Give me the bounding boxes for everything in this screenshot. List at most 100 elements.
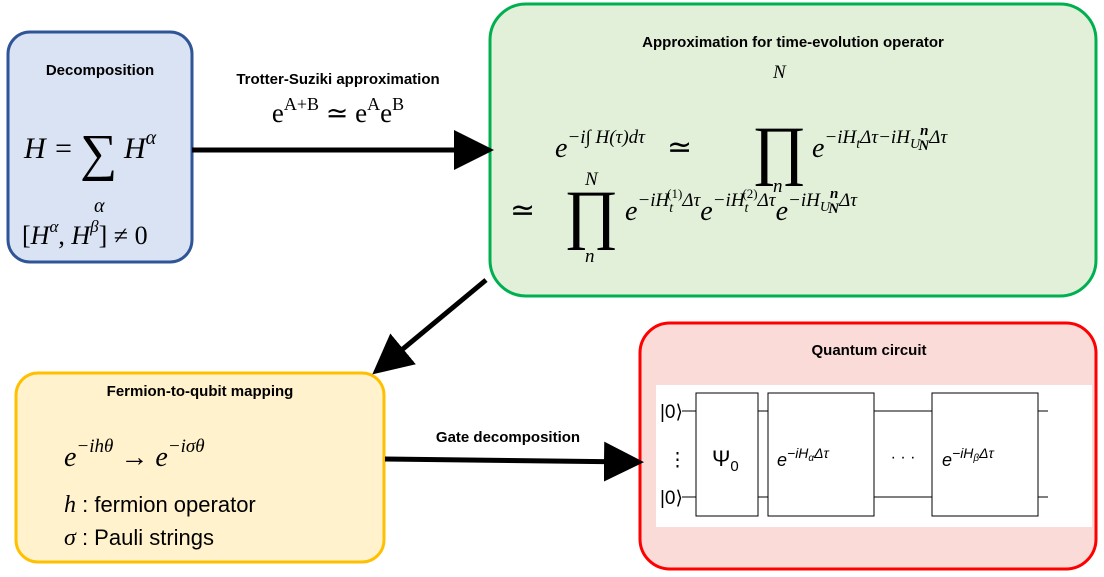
note: h : fermion operator (64, 492, 256, 518)
formula-part: [ (22, 221, 31, 250)
formula: H = (23, 132, 73, 165)
mapping-box (14, 371, 386, 564)
decomposition-box (6, 30, 194, 264)
formula-part: e (64, 442, 76, 473)
gates (695, 392, 1039, 517)
formula-part: → e (113, 442, 167, 473)
formula-part: U (820, 200, 831, 215)
formula-part: −iH (637, 190, 670, 211)
formula: e−iHtΔτ−iHUn NΔτ (812, 123, 948, 164)
arrow (372, 278, 488, 375)
gate-part: β (972, 453, 979, 464)
formula-part: H (123, 132, 148, 165)
label: Gate decomposition (436, 429, 580, 446)
formula-part: −i∫ H(τ)dτ (567, 127, 646, 149)
formula-part: e (555, 133, 567, 164)
formula-part: N (827, 201, 840, 217)
formula-part: e (272, 98, 284, 128)
state: Ψ0 (712, 446, 739, 475)
formula-part: −ihθ (76, 436, 113, 457)
formula-part: H (70, 221, 91, 250)
formula-part: α (146, 127, 157, 149)
formula-part: t (669, 201, 674, 216)
formula: e−i∫ H(τ)dτ (555, 127, 646, 164)
title: Fermion-to-qubit mapping (107, 383, 294, 400)
gate-part: −iH (952, 445, 974, 461)
note: σ : Pauli strings (64, 525, 214, 551)
formula-part: A+B (284, 94, 319, 114)
formula-part: H (30, 221, 51, 250)
formula-part: A (367, 94, 380, 114)
formula: ≃ (510, 194, 535, 227)
formula: ∑ (80, 125, 117, 182)
title: Decomposition (46, 62, 154, 79)
formula-part: n (830, 186, 838, 202)
note-symbol: h (64, 492, 76, 518)
formula: e−iHt(1)Δτe−iHt(2)Δτe−iHUn NΔτ (625, 186, 858, 227)
formula: α (94, 195, 105, 217)
formula-part: Δτ−iH (859, 127, 911, 148)
title: Approximation for time-evolution operato… (642, 34, 944, 51)
formula-part: e (625, 196, 637, 227)
formula-part: e (380, 98, 392, 128)
state-part: 0 (730, 458, 738, 475)
gate-part: Δτ (978, 445, 994, 461)
formula-part: Δτ (838, 190, 858, 211)
formula: ∏ (564, 178, 618, 251)
input: |0⟩ (660, 402, 683, 423)
formula-part: Δτ (681, 190, 701, 211)
formula-part: (2) (742, 186, 757, 201)
formula: eA+B ≃ eAeB (272, 94, 404, 128)
state-part: Ψ (712, 446, 730, 471)
formula-part: t (745, 201, 750, 216)
label: Trotter-Suziki approximation (236, 71, 439, 88)
title: Quantum circuit (811, 342, 926, 359)
formula-part: β (89, 217, 99, 236)
formula: N (584, 169, 599, 190)
formula-part: e (700, 196, 712, 227)
formula: e−ihθ → e−iσθ (64, 436, 205, 473)
formula-part: Δτ (928, 127, 948, 148)
arrow (384, 441, 644, 482)
note-text: : Pauli strings (76, 525, 214, 550)
formula-part: n (920, 123, 928, 139)
gate-part: e (942, 450, 952, 470)
formula-part: Δτ (757, 190, 777, 211)
gate-part: α (808, 453, 814, 464)
formula-part: N (917, 138, 930, 154)
formula-part: e (812, 133, 824, 164)
formula-part: −iH (788, 190, 821, 211)
formula: [Hα, Hβ] ≠ 0 (22, 217, 148, 250)
formula-part: U (910, 137, 921, 152)
gate-label: e−iHαΔτ (777, 445, 830, 470)
formula-part: α (49, 217, 59, 236)
formula: ≃ (667, 131, 692, 164)
formula-part: ] ≠ 0 (99, 221, 148, 250)
input: |0⟩ (660, 488, 683, 509)
formula-part: , (58, 221, 71, 250)
gate-part: e (777, 450, 787, 470)
formula-part: ≃ e (319, 98, 367, 128)
note-text: : fermion operator (76, 492, 256, 517)
formula-part: e (776, 196, 788, 227)
formula: n (773, 176, 783, 197)
formula-part: −iH (713, 190, 746, 211)
note-symbol: σ (64, 525, 77, 551)
formula: N (772, 62, 787, 83)
gate-part: −iH (787, 445, 809, 461)
dots: · · · (891, 449, 916, 466)
formula: Hα (123, 127, 157, 165)
formula-part: −iσθ (168, 436, 205, 457)
formula-part: t (856, 137, 861, 152)
formula-part: −iH (824, 127, 857, 148)
formula-part: (1) (667, 186, 682, 201)
input: ⋮ (668, 450, 687, 471)
gate-label: e−iHβΔτ (942, 445, 995, 470)
gate-part: Δτ (813, 445, 829, 461)
formula: ∏ (752, 114, 806, 187)
formula: n (585, 246, 595, 267)
formula-part: B (392, 94, 404, 114)
wire-gap (875, 420, 931, 490)
